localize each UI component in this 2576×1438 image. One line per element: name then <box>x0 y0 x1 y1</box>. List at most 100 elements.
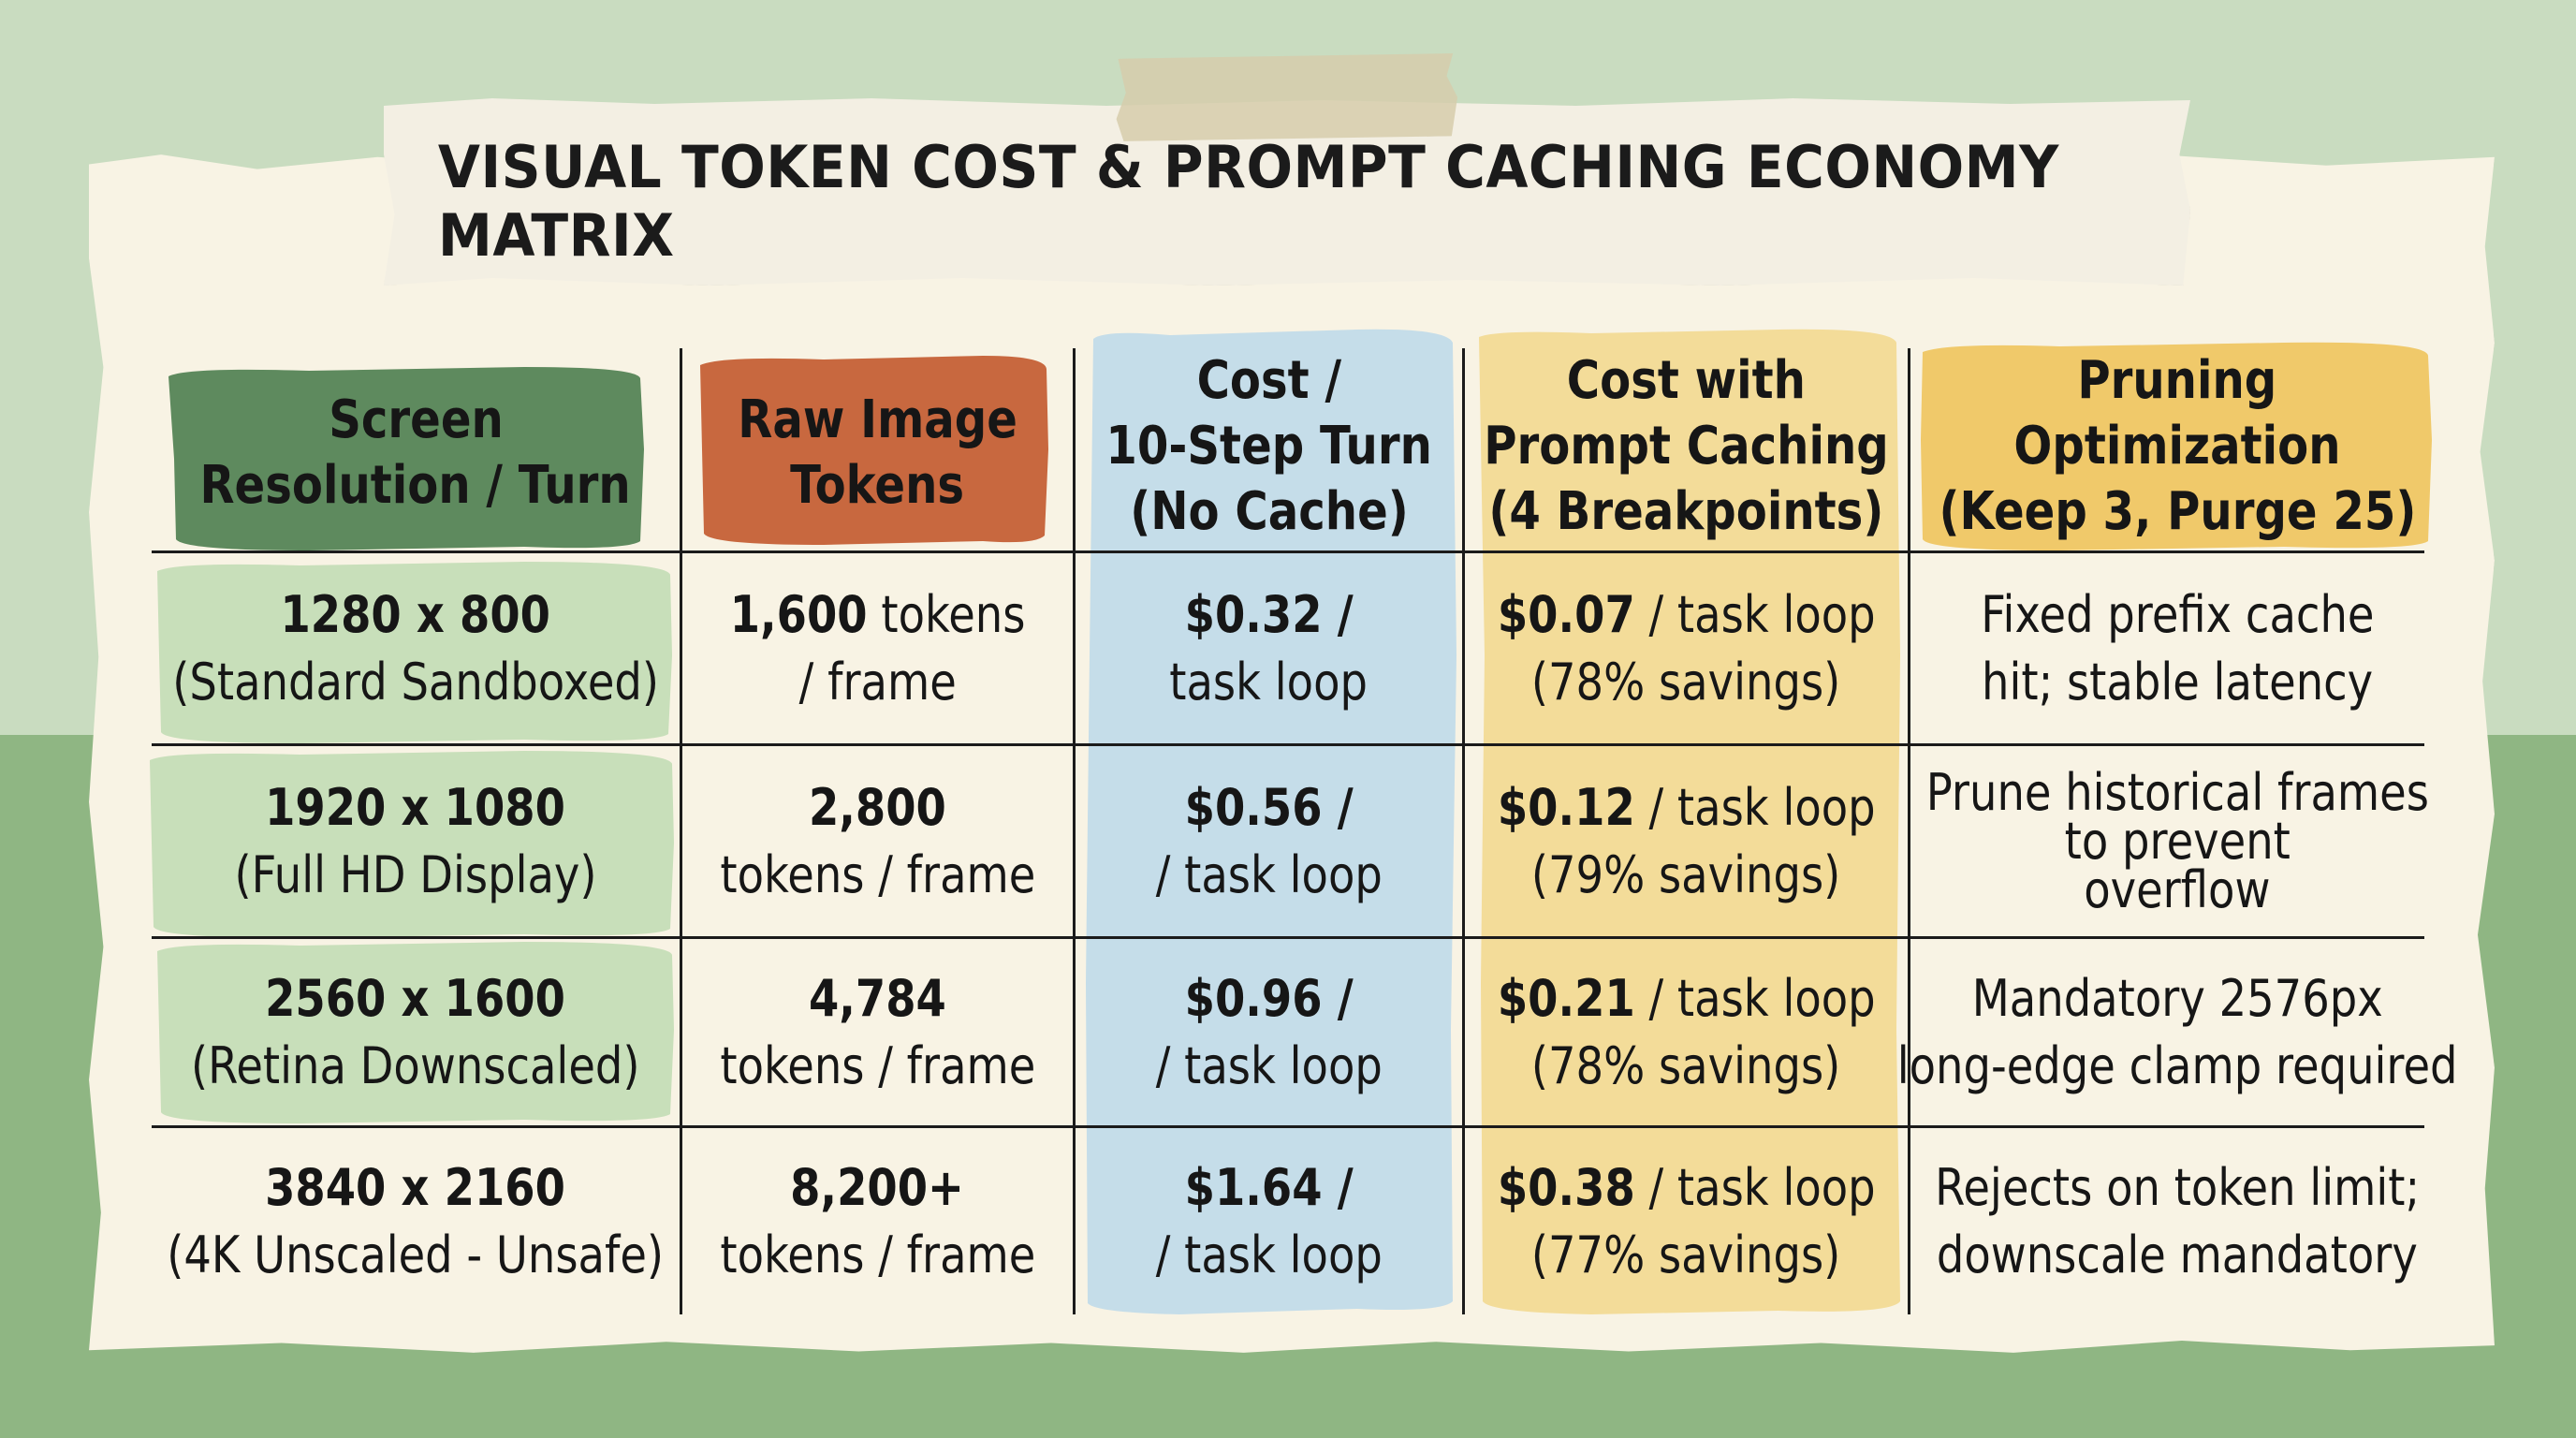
row1-pruning-line2: hit; stable latency <box>1981 652 2374 712</box>
table-row-1-cached: $0.07 / task loop (78% savings) <box>1465 553 1908 743</box>
header-cost-line3: (No Cache) <box>1129 481 1409 542</box>
table-row-2-pruning: Prune historical frames to prevent overf… <box>1910 746 2444 936</box>
row3-tokens-line2: tokens / frame <box>720 1035 1035 1095</box>
header-raw-tokens-line1: Raw Image <box>738 389 1017 450</box>
table-row-3-pruning: Mandatory 2576px long-edge clamp require… <box>1897 939 2458 1125</box>
row2-resolution-swatch <box>150 751 674 938</box>
row3-tokens-bold: 4,784 <box>809 968 946 1028</box>
header-divider <box>152 550 2424 553</box>
header-pruning-line3: (Keep 3, Purge 25) <box>1939 481 2416 542</box>
table-row-2-resolution: 1920 x 1080 (Full HD Display) <box>152 746 680 936</box>
row2-cached-rest: / task loop <box>1634 777 1876 837</box>
table-row-3-cached: $0.21 / task loop (78% savings) <box>1465 939 1908 1125</box>
pruning-header-swatch <box>1921 342 2432 550</box>
table-row-2-tokens: 2,800 tokens / frame <box>682 746 1073 936</box>
tokens-header-swatch <box>700 356 1048 545</box>
header-cached-line2: Prompt Caching <box>1484 416 1889 477</box>
row2-cached-bold: $0.12 <box>1497 777 1635 837</box>
row1-resolution-note: (Standard Sandboxed) <box>172 652 659 712</box>
header-cached-line1: Cost with <box>1566 350 1807 411</box>
header-pruning: Pruning Optimization (Keep 3, Purge 25) <box>1910 343 2444 550</box>
col-divider-1 <box>680 348 682 1314</box>
table-row-4-pruning: Rejects on token limit; downscale mandat… <box>1910 1128 2444 1314</box>
row2-resolution-note: (Full HD Display) <box>234 844 597 904</box>
table-row-3-cost: $0.96 / / task loop <box>1076 939 1462 1125</box>
row3-cost-line2: / task loop <box>1155 1035 1383 1095</box>
row4-cached-rest: / task loop <box>1634 1157 1876 1217</box>
row3-cached-rest: / task loop <box>1634 968 1876 1028</box>
row2-cached-savings: (79% savings) <box>1531 844 1841 904</box>
row1-tokens-rest: tokens <box>867 584 1026 644</box>
row1-cached-savings: (78% savings) <box>1531 652 1841 712</box>
table-row-3-tokens: 4,784 tokens / frame <box>682 939 1073 1125</box>
resolution-header-swatch <box>168 367 644 550</box>
row4-tokens-line2: tokens / frame <box>720 1225 1035 1284</box>
header-cost-no-cache: Cost / 10-Step Turn (No Cache) <box>1076 343 1462 550</box>
row2-pruning-line1: Prune historical frames <box>1925 762 2429 822</box>
row2-cost-line2: / task loop <box>1155 844 1383 904</box>
table-row-4-cached: $0.38 / task loop (77% savings) <box>1465 1128 1908 1314</box>
table-row-2-cached: $0.12 / task loop (79% savings) <box>1465 746 1908 936</box>
table-row-4-resolution: 3840 x 2160 (4K Unscaled - Unsafe) <box>152 1128 680 1314</box>
row3-cost: $0.96 / <box>1184 968 1354 1028</box>
row4-tokens-bold: 8,200+ <box>790 1157 965 1217</box>
row3-pruning-line2: long-edge clamp required <box>1896 1035 2458 1095</box>
row3-pruning-line1: Mandatory 2576px <box>1971 968 2383 1028</box>
row4-cost: $1.64 / <box>1184 1157 1354 1217</box>
col-divider-3 <box>1462 348 1465 1314</box>
row4-cached-savings: (77% savings) <box>1531 1225 1841 1284</box>
row2-cost: $0.56 / <box>1184 777 1354 837</box>
table-row-3-resolution: 2560 x 1600 (Retina Downscaled) <box>152 939 680 1125</box>
row1-tokens-line2: / frame <box>798 652 957 712</box>
row4-resolution-note: (4K Unscaled - Unsafe) <box>167 1225 665 1284</box>
row2-tokens-line2: tokens / frame <box>720 844 1035 904</box>
row1-cost-line2: task loop <box>1169 652 1368 712</box>
row2-tokens-bold: 2,800 <box>809 777 946 837</box>
table-row-1-pruning: Fixed prefix cache hit; stable latency <box>1910 553 2444 743</box>
row1-pruning-line1: Fixed prefix cache <box>1980 584 2375 644</box>
header-resolution: Screen Resolution / Turn <box>152 356 680 550</box>
row3-resolution-note: (Retina Downscaled) <box>191 1035 640 1095</box>
header-pruning-line1: Pruning <box>2077 350 2277 411</box>
header-cached-line3: (4 Breakpoints) <box>1488 481 1884 542</box>
table-row-2-cost: $0.56 / / task loop <box>1076 746 1462 936</box>
row3-divider <box>152 1125 2424 1128</box>
row2-pruning-line2: to prevent <box>2064 811 2291 871</box>
header-resolution-line2: Resolution / Turn <box>199 455 632 516</box>
header-cost-line1: Cost / <box>1196 350 1341 411</box>
row2-resolution: 1920 x 1080 <box>265 777 566 837</box>
row4-pruning-line1: Rejects on token limit; <box>1935 1157 2420 1217</box>
header-cost-line2: 10-Step Turn <box>1105 416 1432 477</box>
row3-resolution-swatch <box>157 942 674 1123</box>
row3-resolution: 2560 x 1600 <box>265 968 566 1028</box>
row3-cached-savings: (78% savings) <box>1531 1035 1841 1095</box>
row4-cached-bold: $0.38 <box>1497 1157 1635 1217</box>
row1-tokens-bold: 1,600 <box>729 584 868 644</box>
table-row-4-tokens: 8,200+ tokens / frame <box>682 1128 1073 1314</box>
row1-divider <box>152 743 2424 746</box>
row2-pruning-line3: overflow <box>2084 859 2271 919</box>
header-raw-tokens: Raw Image Tokens <box>682 356 1073 550</box>
header-raw-tokens-line2: Tokens <box>790 455 965 516</box>
table-row-4-cost: $1.64 / / task loop <box>1076 1128 1462 1314</box>
row1-cost: $0.32 / <box>1184 584 1354 644</box>
row4-resolution: 3840 x 2160 <box>265 1157 566 1217</box>
col-divider-2 <box>1073 348 1076 1314</box>
row1-resolution-swatch <box>157 562 672 743</box>
row1-cached-rest: / task loop <box>1634 584 1876 644</box>
header-resolution-line1: Screen <box>328 389 504 450</box>
cost-column-highlight <box>1086 329 1456 1314</box>
page-title: VISUAL TOKEN COST & PROMPT CACHING ECONO… <box>437 133 2059 270</box>
table-row-1-resolution: 1280 x 800 (Standard Sandboxed) <box>152 553 680 743</box>
header-pruning-line2: Optimization <box>2013 416 2341 477</box>
table-row-1-cost: $0.32 / task loop <box>1076 553 1462 743</box>
row1-resolution: 1280 x 800 <box>280 584 551 644</box>
col-divider-4 <box>1908 348 1910 1314</box>
row4-pruning-line2: downscale mandatory <box>1937 1225 2419 1284</box>
row4-cost-line2: / task loop <box>1155 1225 1383 1284</box>
table-row-1-tokens: 1,600 tokens / frame <box>682 553 1073 743</box>
cached-column-highlight <box>1479 329 1900 1314</box>
row1-cached-bold: $0.07 <box>1497 584 1635 644</box>
header-cost-cached: Cost with Prompt Caching (4 Breakpoints) <box>1465 343 1908 550</box>
